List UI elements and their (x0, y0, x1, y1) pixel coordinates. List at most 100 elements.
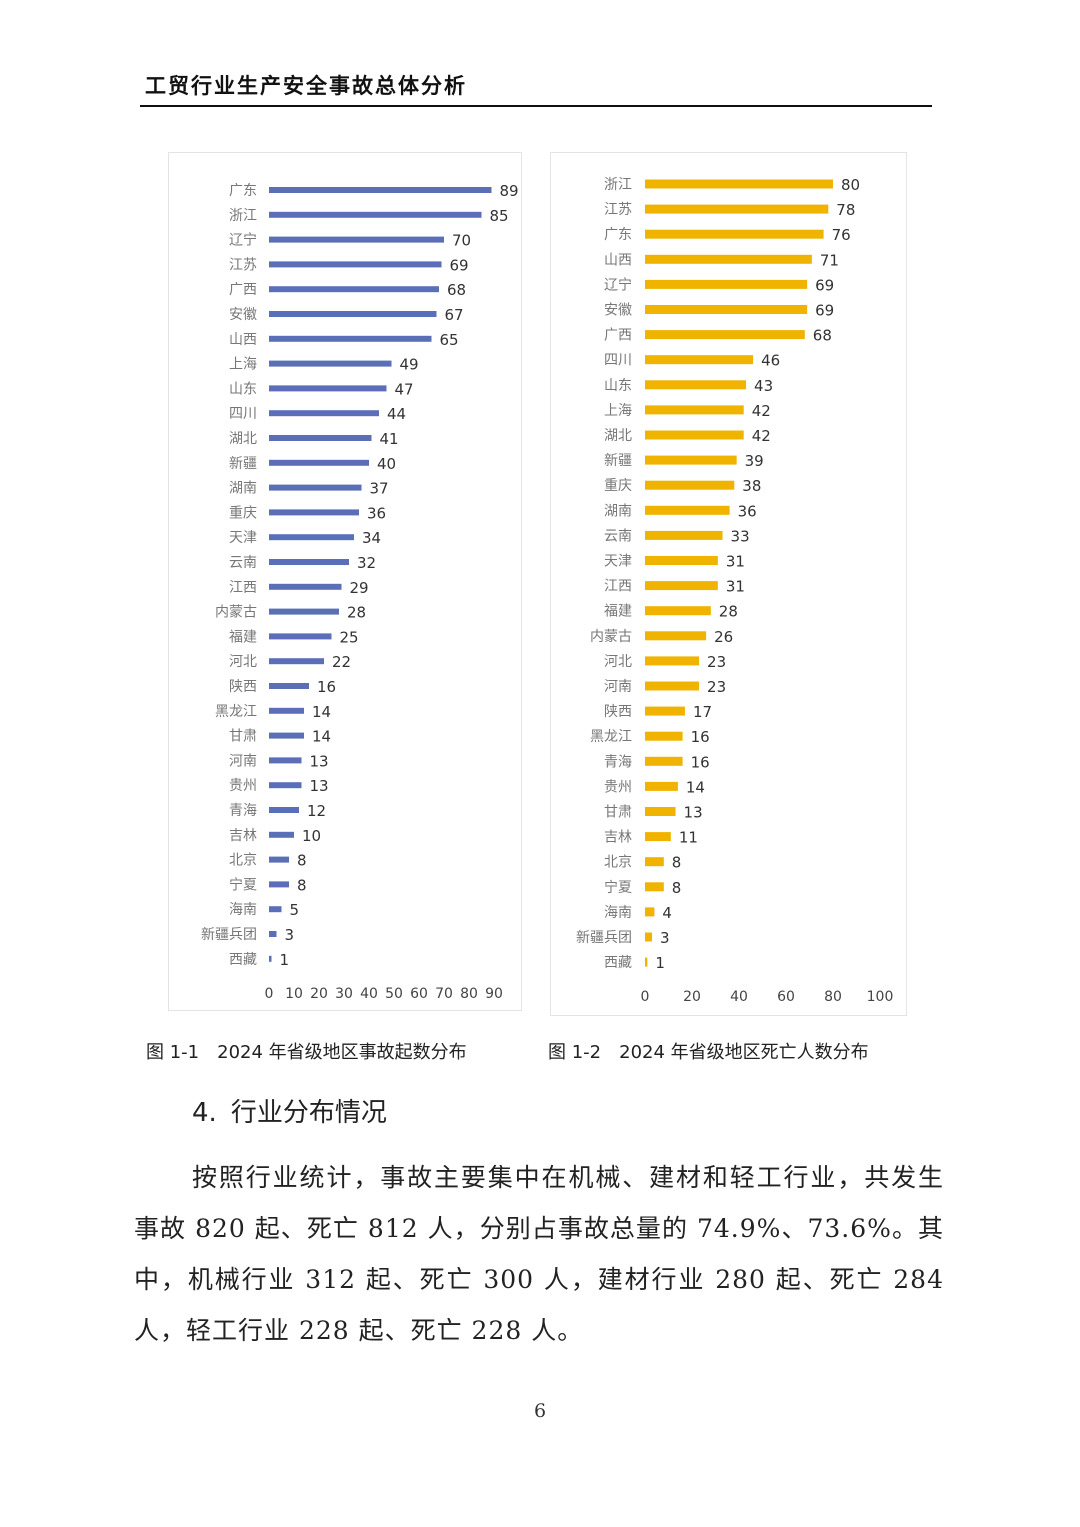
category-label: 宁夏 (604, 879, 632, 896)
bar (645, 807, 676, 816)
category-label: 贵州 (229, 778, 257, 794)
category-label: 陕西 (604, 704, 632, 720)
value-label: 78 (836, 201, 855, 219)
tick-label: 20 (683, 989, 701, 1005)
category-label: 海南 (229, 902, 257, 918)
page-number: 6 (533, 1400, 547, 1422)
figure-1-1-caption: 图 1-1 2024 年省级地区事故起数分布 (146, 1038, 467, 1064)
category-label: 新疆兵团 (576, 930, 632, 946)
value-label: 1 (280, 951, 290, 969)
value-label: 1 (655, 954, 665, 972)
value-label: 42 (752, 402, 771, 420)
category-label: 天津 (229, 530, 257, 546)
value-label: 43 (754, 377, 773, 395)
bar (269, 559, 349, 565)
value-label: 17 (693, 703, 712, 721)
category-label: 新疆兵团 (201, 927, 257, 943)
bar (645, 756, 683, 766)
category-label: 山西 (604, 252, 632, 268)
body-paragraph: 按照行业统计，事故主要集中在机械、建材和轻工行业，共发生事故 820 起、死亡 … (134, 1163, 944, 1345)
category-label: 河南 (604, 679, 632, 695)
bar (645, 355, 754, 365)
value-label: 36 (367, 504, 386, 522)
category-label: 浙江 (229, 208, 257, 224)
value-label: 67 (445, 306, 464, 324)
figure-number: 图 1-1 (146, 1042, 200, 1063)
bar (269, 385, 387, 392)
category-label: 上海 (604, 403, 632, 419)
tick-label: 0 (265, 986, 274, 1002)
bar (645, 832, 671, 842)
bar (645, 957, 648, 967)
category-label: 吉林 (229, 828, 257, 844)
category-label: 新疆 (229, 456, 257, 472)
bar (269, 509, 359, 516)
category-label: 云南 (229, 555, 257, 571)
value-label: 65 (440, 331, 459, 349)
value-label: 71 (820, 251, 839, 269)
value-label: 76 (832, 226, 851, 244)
category-label: 重庆 (604, 478, 632, 494)
value-label: 68 (813, 327, 832, 345)
bar (269, 931, 277, 937)
value-label: 28 (719, 603, 738, 621)
category-label: 江西 (229, 580, 257, 596)
bar (269, 261, 442, 268)
value-label: 37 (370, 480, 389, 498)
value-label: 4 (662, 904, 672, 922)
bar (645, 405, 744, 415)
tick-label: 30 (335, 986, 353, 1002)
bar (269, 707, 304, 714)
category-label: 广东 (604, 227, 632, 243)
value-label: 39 (745, 452, 764, 470)
category-label: 福建 (604, 604, 632, 620)
bar (269, 459, 369, 466)
bar (645, 781, 678, 791)
value-label: 22 (332, 653, 351, 671)
category-label: 浙江 (604, 177, 632, 193)
bar (645, 731, 683, 741)
category-label: 河南 (229, 753, 257, 769)
value-label: 34 (362, 529, 381, 547)
figure-caption-text: 2024 年省级地区事故起数分布 (217, 1042, 467, 1063)
value-label: 69 (450, 256, 469, 274)
figure-1-2-caption: 图 1-2 2024 年省级地区死亡人数分布 (548, 1038, 869, 1064)
value-label: 13 (310, 752, 329, 770)
value-label: 32 (357, 554, 376, 572)
value-label: 47 (395, 380, 414, 398)
tick-label: 100 (867, 989, 894, 1005)
bar (269, 658, 324, 665)
bar (645, 204, 829, 214)
category-label: 云南 (604, 528, 632, 544)
category-label: 湖北 (604, 428, 632, 444)
category-label: 北京 (229, 853, 257, 869)
category-label: 西藏 (229, 952, 257, 968)
value-label: 46 (761, 352, 780, 370)
value-label: 69 (815, 276, 834, 294)
chart-accidents-by-province: 广东 89 浙江 85 辽宁 70 江苏 69 广西 68 安徽 67 山西 65 上海 49 山东 47 四川 44… (168, 152, 522, 1011)
category-label: 贵州 (604, 779, 632, 795)
tick-label: 50 (385, 986, 403, 1002)
tick-label: 60 (410, 986, 428, 1002)
bar (269, 311, 437, 317)
category-label: 福建 (229, 629, 257, 645)
value-label: 11 (679, 829, 698, 847)
tick-label: 10 (285, 986, 303, 1002)
value-label: 16 (317, 678, 336, 696)
value-label: 14 (312, 728, 331, 746)
value-label: 8 (672, 854, 682, 872)
bar (645, 857, 664, 867)
bar (645, 480, 735, 490)
category-label: 北京 (604, 855, 632, 871)
bar (269, 782, 302, 789)
category-label: 四川 (604, 353, 632, 369)
value-label: 8 (672, 879, 682, 897)
header-rule (140, 105, 932, 107)
bar (645, 505, 730, 515)
bar (645, 179, 833, 189)
bar (269, 906, 282, 913)
category-label: 吉林 (604, 830, 632, 846)
value-label: 31 (726, 553, 745, 571)
bar (269, 484, 362, 491)
bar (269, 881, 289, 888)
